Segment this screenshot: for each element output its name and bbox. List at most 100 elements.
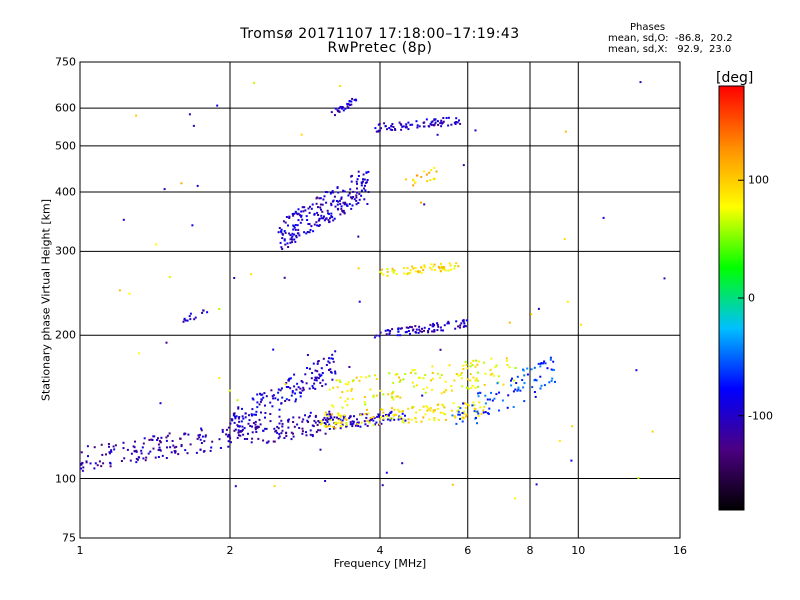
data-point — [283, 276, 286, 279]
data-point — [243, 438, 246, 440]
data-point — [304, 414, 306, 417]
data-point — [337, 110, 339, 113]
data-point — [394, 373, 397, 376]
data-point — [434, 121, 437, 124]
data-point — [442, 117, 445, 119]
data-point — [280, 402, 283, 405]
colorbar-tick-label: 100 — [748, 173, 769, 187]
data-point — [635, 369, 638, 372]
data-point — [484, 411, 487, 414]
data-point — [311, 385, 314, 387]
data-point — [303, 231, 306, 234]
data-point — [421, 327, 423, 330]
data-point — [281, 422, 284, 425]
data-point — [325, 425, 328, 428]
data-point — [378, 335, 381, 338]
data-point — [257, 437, 260, 440]
data-point — [440, 374, 443, 377]
data-point — [448, 364, 451, 367]
data-point — [462, 325, 465, 328]
data-point — [155, 243, 158, 246]
data-point — [339, 202, 342, 205]
data-point — [307, 223, 310, 225]
data-point — [441, 403, 444, 406]
data-point — [341, 391, 344, 394]
data-point — [157, 437, 159, 440]
data-point — [409, 371, 412, 374]
data-point — [401, 412, 404, 415]
data-point — [311, 424, 314, 427]
data-point — [342, 415, 345, 418]
data-point — [337, 200, 340, 203]
data-point — [247, 422, 250, 425]
data-point — [241, 415, 244, 418]
data-point — [168, 432, 171, 435]
data-point — [159, 441, 162, 444]
data-point — [469, 365, 472, 368]
data-point — [498, 409, 500, 412]
data-point — [398, 380, 401, 383]
data-point — [278, 415, 281, 418]
data-point — [284, 383, 287, 386]
data-point — [249, 425, 252, 427]
data-point — [458, 413, 461, 416]
data-point — [108, 452, 111, 455]
data-point — [357, 235, 360, 238]
data-point — [259, 392, 261, 395]
colorbar-ticks — [738, 179, 744, 417]
data-point — [443, 391, 446, 394]
data-point — [374, 127, 377, 130]
data-point — [425, 405, 428, 408]
data-point — [318, 224, 321, 227]
data-point — [348, 100, 351, 102]
data-point — [425, 118, 428, 121]
data-point — [484, 402, 487, 405]
data-point — [429, 407, 432, 410]
data-point — [486, 398, 489, 401]
data-point — [166, 434, 169, 437]
data-point — [277, 427, 280, 430]
data-point — [512, 379, 515, 382]
data-point — [252, 398, 255, 401]
data-point — [302, 210, 305, 213]
data-point — [354, 424, 357, 427]
data-point — [427, 329, 430, 332]
data-point — [484, 394, 487, 397]
data-point — [407, 407, 410, 410]
data-point — [360, 189, 363, 192]
x-tick-label: 8 — [526, 544, 534, 557]
data-point — [331, 216, 334, 219]
data-point — [459, 324, 462, 327]
data-point — [457, 406, 460, 409]
data-point — [339, 427, 342, 430]
data-point — [482, 411, 485, 414]
data-point — [331, 378, 334, 381]
data-point — [239, 434, 242, 437]
data-point — [390, 410, 393, 413]
data-point — [107, 443, 110, 445]
data-point — [345, 418, 348, 421]
data-point — [304, 209, 307, 212]
data-point — [328, 428, 331, 430]
data-point — [489, 398, 491, 401]
data-point — [457, 410, 460, 413]
data-point — [262, 396, 265, 399]
data-point — [381, 484, 384, 487]
data-point — [340, 196, 343, 199]
data-point — [161, 454, 164, 457]
data-point — [494, 366, 497, 368]
data-point — [250, 273, 253, 276]
data-point — [415, 328, 418, 331]
data-point — [432, 177, 435, 180]
data-point — [256, 401, 259, 404]
data-point — [384, 125, 387, 128]
data-point — [453, 415, 456, 418]
data-point — [431, 365, 434, 368]
data-point — [365, 416, 368, 419]
data-point — [259, 423, 262, 426]
data-point — [233, 412, 236, 415]
data-point — [442, 329, 444, 332]
data-point — [319, 375, 322, 378]
data-point — [457, 265, 460, 268]
data-point — [454, 416, 457, 419]
